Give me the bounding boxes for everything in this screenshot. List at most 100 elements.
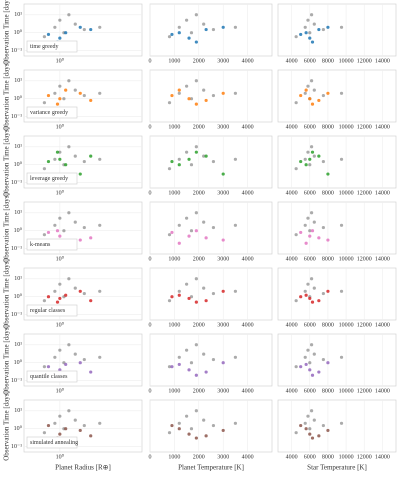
point — [308, 234, 312, 238]
x-tick-label: 8000 — [322, 58, 334, 64]
point — [308, 368, 312, 372]
point — [306, 84, 310, 88]
x-tick-label: 3000 — [217, 190, 229, 196]
x-tick-label: 6000 — [304, 124, 316, 130]
x-tick-label: 1000 — [168, 322, 180, 328]
point — [339, 25, 344, 29]
point — [53, 421, 57, 425]
x-axis-label: Planet Temperature [K] — [178, 464, 244, 472]
point — [317, 434, 321, 438]
legend-box — [26, 238, 78, 251]
point — [187, 36, 191, 40]
point — [42, 167, 47, 171]
point — [304, 31, 308, 35]
point — [82, 93, 86, 98]
point — [312, 154, 316, 158]
point — [303, 157, 307, 161]
point — [67, 13, 71, 17]
point — [89, 98, 93, 103]
point — [308, 427, 312, 431]
point — [58, 36, 62, 40]
point — [194, 343, 198, 347]
point — [326, 361, 330, 365]
point — [170, 32, 174, 37]
point — [310, 300, 315, 304]
point — [339, 421, 344, 425]
x-tick-label: 0 — [149, 190, 152, 196]
y-axis-label: Observation Time [days] — [3, 259, 11, 329]
x-tick-label: 14000 — [375, 124, 390, 130]
point — [308, 31, 312, 35]
point — [308, 157, 312, 161]
x-tick-label: 0 — [149, 454, 152, 460]
x-tick-label: 4000 — [242, 256, 254, 262]
point — [46, 159, 51, 164]
x-tick-label: 2000 — [193, 256, 205, 262]
x-tick-label: 1000 — [168, 58, 180, 64]
x-tick-label: 6000 — [304, 454, 316, 460]
point — [53, 25, 57, 29]
legend-box — [26, 304, 78, 317]
point — [317, 370, 321, 374]
point — [321, 159, 325, 164]
x-tick-label: 4000 — [286, 124, 298, 130]
x-tick-label: 6000 — [304, 256, 316, 262]
point — [73, 352, 77, 356]
point — [189, 427, 194, 431]
y-tick-label: 10⁻¹ — [11, 378, 22, 384]
y-axis-label: Observation Time [days] — [3, 127, 11, 197]
y-tick-label: 10⁻¹ — [11, 312, 22, 318]
point — [211, 93, 216, 98]
point — [204, 27, 208, 32]
point — [55, 229, 60, 233]
point — [170, 295, 174, 299]
x-tick-label: 12000 — [357, 124, 372, 130]
x-tick-label: 1000 — [168, 124, 180, 130]
point — [82, 291, 86, 296]
point — [304, 427, 308, 431]
point — [177, 362, 181, 367]
y-tick-label: 10⁻¹ — [11, 48, 22, 54]
point — [317, 98, 321, 103]
point — [170, 230, 174, 235]
point — [194, 373, 198, 377]
x-tick-label: 0 — [149, 256, 152, 262]
point — [306, 18, 310, 22]
point — [211, 423, 216, 428]
point — [309, 211, 314, 215]
point — [58, 368, 62, 372]
x-axis-label: Planet Radius [R⊕] — [55, 464, 111, 472]
x-tick-label: 12000 — [357, 388, 372, 394]
point — [42, 233, 47, 237]
point — [303, 421, 307, 425]
point — [73, 286, 77, 290]
point — [317, 27, 321, 32]
x-tick-label: 12000 — [357, 454, 372, 460]
point — [194, 409, 198, 413]
legend-label: regular classes — [30, 308, 66, 314]
y-tick-label: 10¹ — [14, 210, 22, 216]
x-tick-label: 4000 — [242, 322, 254, 328]
point — [187, 97, 191, 101]
point — [177, 163, 181, 167]
y-tick-label: 10⁰ — [14, 95, 23, 102]
point — [304, 293, 308, 297]
point — [202, 22, 206, 26]
point — [194, 229, 198, 233]
point — [312, 352, 316, 356]
point — [67, 211, 71, 215]
point — [170, 423, 174, 428]
y-tick-label: 10⁻¹ — [11, 180, 22, 186]
x-tick-label: 6000 — [304, 190, 316, 196]
point — [185, 150, 189, 154]
point — [53, 289, 57, 293]
point — [73, 22, 77, 26]
point — [306, 282, 310, 286]
x-tick-label: 10⁰ — [56, 189, 65, 196]
point — [82, 423, 86, 428]
point — [221, 25, 225, 29]
point — [58, 432, 62, 436]
legend-label: simulated annealing — [30, 440, 78, 446]
point — [312, 88, 316, 92]
legend-box — [26, 172, 78, 185]
